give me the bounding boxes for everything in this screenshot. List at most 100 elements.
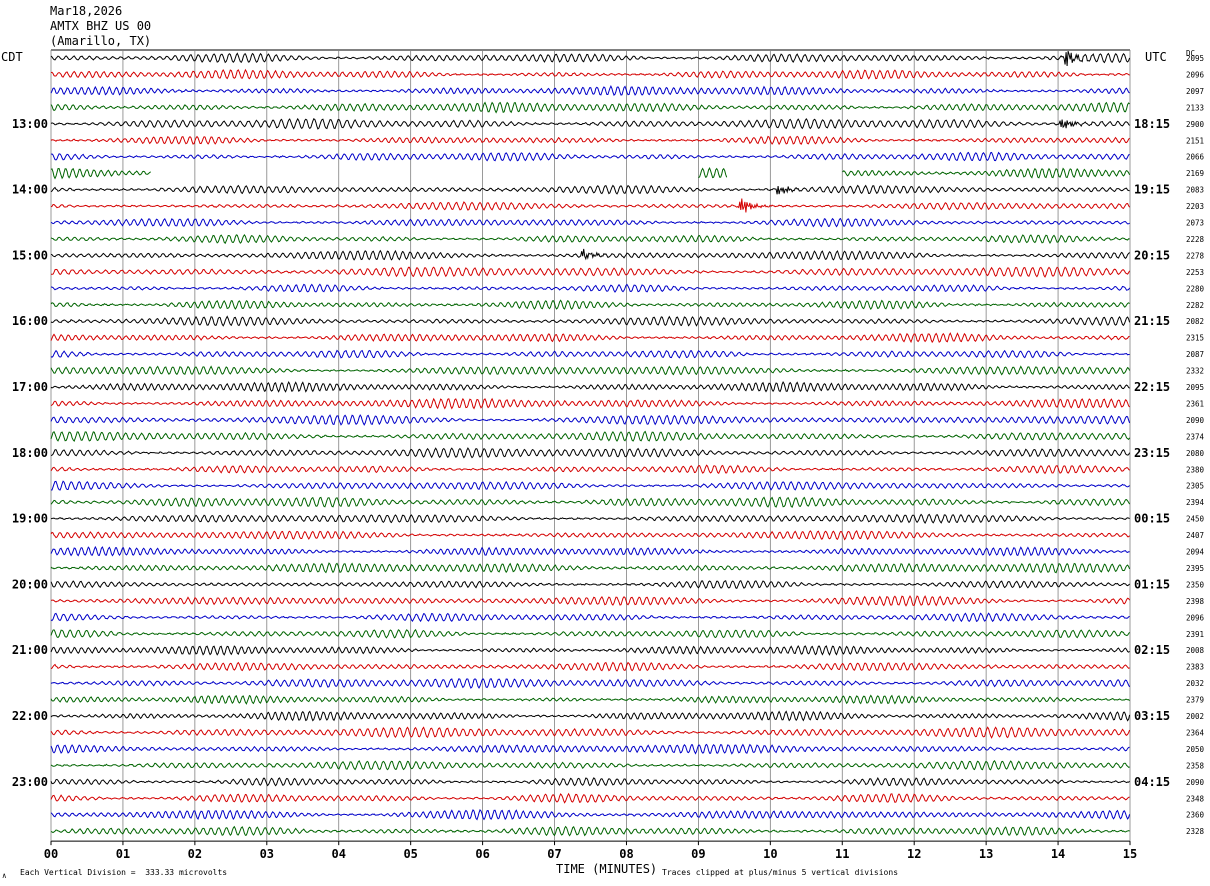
dc-offset-label: 2450 [1186, 515, 1205, 524]
dc-offset-label: 2096 [1186, 70, 1205, 79]
seismic-trace [50, 217, 1130, 228]
seismic-trace [50, 101, 1130, 114]
seismic-trace [50, 562, 1131, 574]
dc-offset-label: 2087 [1186, 350, 1204, 359]
seismic-trace [50, 430, 1131, 443]
seismic-trace [50, 777, 1130, 787]
dc-offset-label: 2315 [1186, 334, 1204, 343]
dc-offset-label: 2278 [1186, 251, 1205, 260]
x-tick-label: 12 [907, 847, 921, 861]
right-hour-label: 04:15 [1134, 775, 1170, 789]
x-tick-label: 03 [260, 847, 274, 861]
seismic-trace [50, 694, 1130, 705]
dc-offset-label: 2094 [1186, 548, 1205, 557]
seismic-trace [50, 710, 1131, 722]
x-tick-label: 05 [403, 847, 417, 861]
left-hour-label: 13:00 [12, 117, 48, 131]
dc-offset-label: 2203 [1186, 202, 1204, 211]
seismic-trace [50, 166, 1131, 180]
dc-offset-label: 2361 [1186, 399, 1204, 408]
seismic-trace [50, 349, 1130, 359]
x-tick-label: 06 [475, 847, 489, 861]
seismic-trace [50, 117, 1130, 130]
clip-note: Traces clipped at plus/minus 5 vertical … [662, 868, 899, 877]
seismic-trace [50, 184, 1130, 195]
seismic-trace [50, 464, 1130, 475]
dc-offset-label: 2900 [1186, 120, 1205, 129]
seismic-trace [50, 365, 1131, 376]
plot-date: Mar18,2026 [50, 4, 123, 18]
seismic-trace [50, 315, 1131, 327]
dc-offset-label: 2008 [1186, 646, 1205, 655]
dc-offset-label: 2083 [1186, 186, 1204, 195]
seismic-trace [50, 545, 1130, 557]
seismic-trace [50, 397, 1130, 410]
seismic-trace [50, 248, 1130, 261]
x-tick-label: 14 [1051, 847, 1065, 861]
dc-offset-label: 2090 [1186, 778, 1205, 787]
seismic-trace [50, 51, 1131, 67]
left-hour-label: 17:00 [12, 380, 48, 394]
seismic-trace [50, 447, 1131, 459]
dc-offset-label: 2379 [1186, 696, 1204, 705]
dc-offset-label: 2090 [1186, 416, 1205, 425]
dc-offset-label: 2080 [1186, 449, 1205, 458]
x-axis-label: TIME (MINUTES) [556, 862, 658, 876]
seismic-trace [50, 644, 1130, 656]
dc-offset-label: 2395 [1186, 564, 1204, 573]
seismic-trace [50, 135, 1130, 146]
dc-offset-labels: 2095 2096 2097 2133 2900 2151 2066 2169 2083 2203… [1186, 54, 1205, 836]
right-hour-label: 19:15 [1134, 183, 1170, 197]
seismic-trace [50, 743, 1130, 755]
dc-offset-label: 2097 [1186, 87, 1204, 96]
dc-offset-label: 2360 [1186, 811, 1205, 820]
dc-offset-label: 2082 [1186, 317, 1204, 326]
right-hour-label: 22:15 [1134, 380, 1170, 394]
x-tick-label: 02 [188, 847, 202, 861]
dc-offset-label: 2380 [1186, 465, 1205, 474]
x-axis-ticks: 00 01 02 03 04 05 06 07 08 09 10 11 12 13 14 15 [44, 841, 1137, 861]
seismic-trace [50, 529, 1130, 541]
right-hour-label: 21:15 [1134, 314, 1170, 328]
seismic-trace [50, 808, 1131, 821]
dc-offset-label: 2282 [1186, 301, 1204, 310]
seismic-trace [50, 198, 1131, 213]
dc-offset-label: 2407 [1186, 531, 1204, 540]
dc-offset-label: 2328 [1186, 827, 1205, 836]
seismic-trace [50, 85, 1130, 96]
seismic-trace [50, 759, 1130, 771]
seismic-trace [50, 612, 1130, 623]
dc-offset-label: 2332 [1186, 367, 1204, 376]
left-hour-label: 19:00 [12, 512, 48, 526]
right-hour-label: 02:15 [1134, 643, 1170, 657]
x-tick-label: 00 [44, 847, 58, 861]
dc-offset-label: 2280 [1186, 284, 1205, 293]
seismic-trace [50, 792, 1130, 804]
seismic-trace [51, 595, 1131, 607]
seismic-trace [50, 661, 1130, 672]
dc-offset-label: 2348 [1186, 794, 1205, 803]
seismic-trace [50, 380, 1130, 393]
station-location: (Amarillo, TX) [50, 34, 152, 48]
seismic-trace [50, 579, 1130, 589]
dc-offset-label: 2151 [1186, 136, 1204, 145]
seismic-trace [50, 414, 1131, 426]
seismic-trace [51, 266, 1131, 278]
seismic-trace [50, 628, 1130, 639]
seismic-trace [50, 825, 1130, 837]
station-code: AMTX BHZ US 00 [50, 19, 152, 33]
seismic-trace [50, 68, 1130, 80]
x-tick-label: 08 [619, 847, 633, 861]
seismic-trace [50, 726, 1131, 739]
left-hour-label: 16:00 [12, 314, 48, 328]
dc-offset-label: 2305 [1186, 482, 1204, 491]
seismic-trace [50, 678, 1131, 689]
right-hour-label: 23:15 [1134, 446, 1170, 460]
seismic-trace [50, 299, 1130, 311]
dc-offset-label: 2253 [1186, 268, 1204, 277]
minute-grid [50, 49, 1131, 842]
dc-offset-label: 2095 [1186, 54, 1204, 63]
x-tick-label: 04 [332, 847, 346, 861]
dc-offset-label: 2050 [1186, 745, 1205, 754]
